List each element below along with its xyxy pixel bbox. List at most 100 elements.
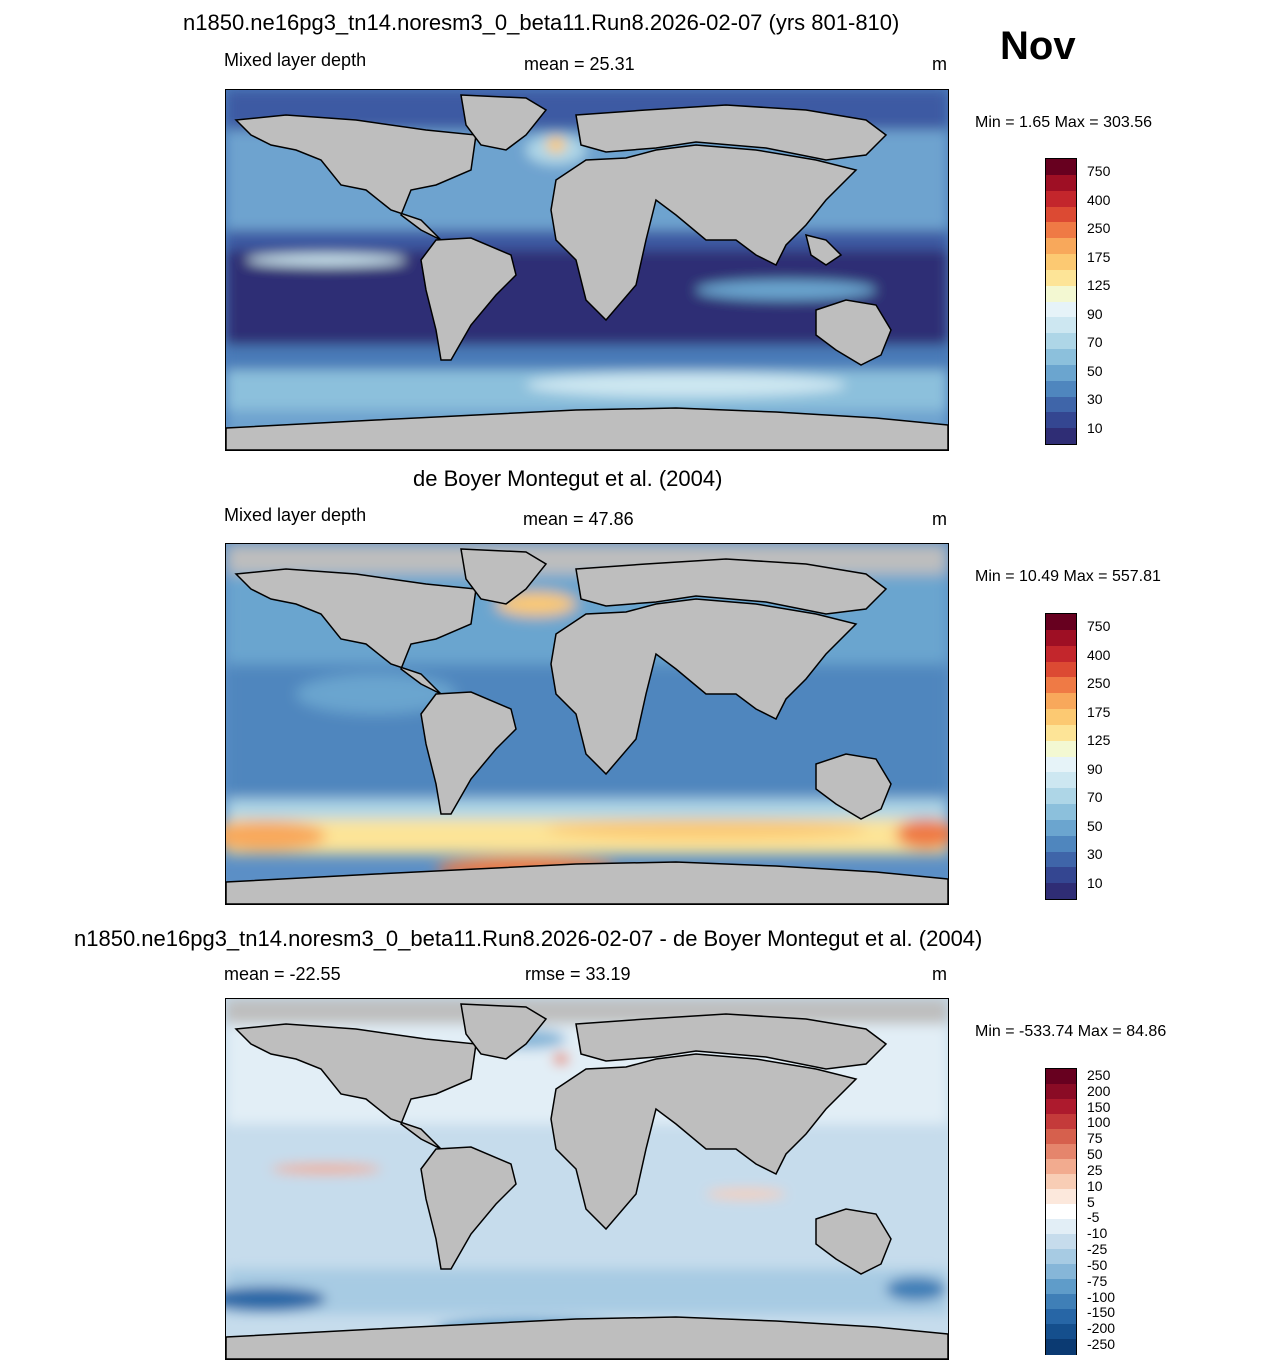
colorbar-swatch (1046, 428, 1076, 445)
colorbar-swatch (1046, 1159, 1076, 1175)
colorbar-tick-label: 70 (1087, 789, 1103, 806)
colorbar-tick-label: 10 (1087, 874, 1103, 891)
colorbar-swatch (1046, 1174, 1076, 1190)
panel1-map (225, 89, 949, 451)
panel2-mean: mean = 47.86 (523, 509, 634, 529)
colorbar-swatch (1046, 333, 1076, 350)
panel2-variable: Mixed layer depth (224, 505, 367, 525)
obs-title: de Boyer Montegut et al. (2004) (413, 466, 723, 491)
colorbar-swatch (1046, 301, 1076, 318)
colorbar-swatch (1046, 412, 1076, 429)
colorbar-tick-label: 175 (1087, 248, 1111, 265)
month-label: Nov (1000, 24, 1076, 68)
colorbar-tick-label: 30 (1087, 846, 1103, 863)
colorbar-tick-label: -50 (1087, 1256, 1108, 1273)
colorbar-swatch (1046, 269, 1076, 287)
colorbar-tick-label: 90 (1087, 760, 1103, 777)
colorbar-swatch (1046, 222, 1076, 239)
colorbar-tick-label: -150 (1087, 1304, 1116, 1321)
colorbar-swatch (1046, 693, 1076, 710)
colorbar-swatch (1046, 1219, 1076, 1235)
colorbar-tick-label: 250 (1087, 675, 1111, 692)
colorbar-swatch (1046, 396, 1076, 413)
colorbar-tick-label: 50 (1087, 1146, 1103, 1163)
colorbar-tick-label: -25 (1087, 1241, 1108, 1258)
colorbar-swatch (1046, 285, 1076, 302)
panel1-variable: Mixed layer depth (224, 50, 367, 70)
colorbar-tick-label: 100 (1087, 1114, 1111, 1131)
colorbar-swatch (1046, 206, 1076, 223)
colorbar-swatch (1046, 819, 1076, 837)
panel2-minmax: Min = 10.49 Max = 557.81 (975, 568, 1161, 585)
colorbar-swatch (1046, 1129, 1076, 1145)
colorbar-swatch (1046, 1099, 1076, 1115)
panel2-colorbar: 750 400 250 175 125 90 70 50 30 10 (1045, 613, 1135, 900)
colorbar-tick-label: 750 (1087, 618, 1111, 635)
colorbar-swatch (1046, 756, 1076, 773)
colorbar-tick-label: 400 (1087, 191, 1111, 208)
colorbar-tick-label: -100 (1087, 1288, 1116, 1305)
colorbar-swatch (1046, 364, 1076, 382)
colorbar-swatch (1046, 804, 1076, 821)
colorbar-swatch (1046, 740, 1076, 757)
colorbar-swatch (1046, 380, 1076, 397)
colorbar-swatch (1046, 190, 1076, 207)
colorbar-tick-label: -5 (1087, 1209, 1100, 1226)
colorbar-tick-label: 125 (1087, 732, 1111, 749)
colorbar-swatch (1046, 1189, 1076, 1205)
panel3-rmse: rmse = 33.19 (525, 964, 631, 984)
colorbar-tick-label: -10 (1087, 1225, 1108, 1242)
colorbar-tick-label: 5 (1087, 1193, 1095, 1210)
colorbar-tick-label: 75 (1087, 1130, 1103, 1147)
panel3-units: m (932, 964, 947, 984)
diff-title: n1850.ne16pg3_tn14.noresm3_0_beta11.Run8… (74, 926, 983, 951)
colorbar-swatch (1046, 677, 1076, 694)
colorbar-tick-label: 70 (1087, 334, 1103, 351)
colorbar-swatch (1046, 629, 1076, 647)
colorbar-tick-label: 750 (1087, 163, 1111, 180)
colorbar-tick-label: 250 (1087, 220, 1111, 237)
panel2-units: m (932, 509, 947, 529)
colorbar-tick-label: 50 (1087, 362, 1103, 379)
colorbar-tick-label: 10 (1087, 419, 1103, 436)
panel3-colorbar-box (1045, 1068, 1077, 1355)
colorbar-tick-label: 90 (1087, 305, 1103, 322)
colorbar-swatch (1046, 724, 1076, 742)
panel3-map-svg (226, 999, 948, 1359)
colorbar-tick-label: 250 (1087, 1066, 1111, 1083)
panel1-units: m (932, 54, 947, 74)
colorbar-tick-label: 175 (1087, 703, 1111, 720)
colorbar-swatch (1046, 1069, 1076, 1085)
colorbar-swatch (1046, 317, 1076, 334)
colorbar-swatch (1046, 1249, 1076, 1265)
panel1-colorbar-box (1045, 158, 1077, 445)
colorbar-swatch (1046, 1324, 1076, 1340)
colorbar-swatch (1046, 1279, 1076, 1295)
colorbar-tick-label: 200 (1087, 1082, 1111, 1099)
panel1-map-svg (226, 90, 948, 450)
colorbar-tick-label: 125 (1087, 277, 1111, 294)
colorbar-swatch (1046, 1204, 1076, 1220)
colorbar-swatch (1046, 1339, 1076, 1355)
colorbar-swatch (1046, 238, 1076, 255)
colorbar-swatch (1046, 1114, 1076, 1130)
colorbar-swatch (1046, 174, 1076, 192)
colorbar-swatch (1046, 883, 1076, 900)
colorbar-swatch (1046, 349, 1076, 366)
colorbar-tick-label: -200 (1087, 1320, 1116, 1337)
panel3-map (225, 998, 949, 1360)
panel1-mean: mean = 25.31 (524, 54, 635, 74)
colorbar-swatch (1046, 645, 1076, 662)
colorbar-tick-label: 10 (1087, 1177, 1103, 1194)
colorbar-swatch (1046, 159, 1076, 176)
panel2-colorbar-box (1045, 613, 1077, 900)
colorbar-tick-label: -250 (1087, 1336, 1116, 1353)
colorbar-tick-label: 400 (1087, 646, 1111, 663)
colorbar-swatch (1046, 254, 1076, 271)
colorbar-tick-label: 50 (1087, 817, 1103, 834)
panel3-mean: mean = -22.55 (224, 964, 341, 984)
colorbar-swatch (1046, 614, 1076, 631)
colorbar-swatch (1046, 1234, 1076, 1250)
panel1-colorbar: 750 400 250 175 125 90 70 50 30 10 (1045, 158, 1135, 445)
panel2-map (225, 543, 949, 905)
